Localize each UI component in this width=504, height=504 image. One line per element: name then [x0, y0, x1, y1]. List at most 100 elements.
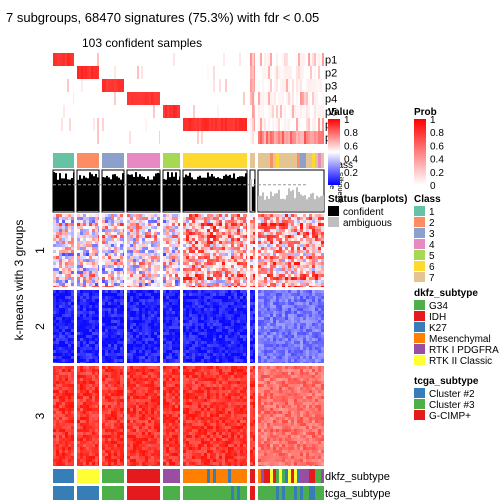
heat-cell — [102, 314, 105, 317]
heat-cell — [175, 214, 178, 217]
heat-cell — [261, 320, 264, 323]
heat-cell — [77, 259, 80, 262]
heat-cell — [130, 366, 133, 369]
heat-cell — [250, 302, 253, 305]
heat-cell — [198, 232, 201, 235]
heat-cell — [267, 332, 270, 335]
heat-cell — [65, 280, 68, 283]
heat-cell — [157, 329, 160, 332]
heat-cell — [321, 362, 324, 363]
heat-cell — [306, 296, 309, 299]
heat-cell — [127, 326, 130, 329]
heat-cell — [321, 338, 324, 341]
heat-cell — [178, 305, 180, 308]
heat-cell — [240, 286, 243, 287]
heat-cell — [291, 214, 294, 217]
heat-cell — [250, 229, 253, 232]
heat-cell — [216, 253, 219, 256]
heat-cell — [80, 290, 83, 293]
heat-cell — [136, 314, 139, 317]
heat-cell — [145, 308, 148, 311]
heat-cell — [253, 332, 255, 335]
heat-cell — [108, 332, 111, 335]
heat-cell — [108, 268, 111, 271]
heat-cell — [204, 350, 207, 353]
heat-cell — [294, 359, 297, 362]
heat-cell — [89, 217, 92, 220]
heat-cell — [117, 220, 120, 223]
heat-cell — [148, 341, 151, 344]
heat-cell — [250, 250, 253, 253]
heat-cell — [189, 302, 192, 305]
heat-cell — [276, 244, 279, 247]
prob-cell — [262, 131, 264, 144]
heat-cell — [183, 326, 186, 329]
class-cell — [303, 153, 306, 168]
heat-cell — [276, 308, 279, 311]
heat-cell — [175, 277, 178, 280]
prob-cell — [290, 92, 292, 105]
heat-cell — [136, 223, 139, 226]
heat-cell — [86, 302, 89, 305]
heat-cell — [219, 290, 222, 293]
heat-cell — [71, 299, 74, 302]
heat-cell — [250, 217, 253, 220]
heat-cell — [222, 344, 225, 347]
heat-cell — [151, 311, 154, 314]
heat-cell — [163, 226, 166, 229]
heat-cell — [261, 265, 264, 268]
heat-cell — [195, 283, 198, 286]
heat-cell — [142, 320, 145, 323]
heat-cell — [276, 265, 279, 268]
heat-cell — [142, 299, 145, 302]
heat-cell — [83, 299, 86, 302]
prob-cell — [145, 118, 147, 131]
prob-cell — [118, 79, 120, 92]
heat-cell — [267, 299, 270, 302]
heat-cell — [279, 293, 282, 296]
heat-cell — [318, 223, 321, 226]
heat-cell — [312, 265, 315, 268]
heat-cell — [80, 229, 83, 232]
heat-cell — [282, 366, 285, 369]
heat-cell — [228, 314, 231, 317]
heat-cell — [237, 329, 240, 332]
heat-cell — [237, 332, 240, 335]
heat-cell — [210, 299, 213, 302]
heat-cell — [117, 356, 120, 359]
heat-cell — [264, 332, 267, 335]
heat-cell — [71, 341, 74, 344]
heat-cell — [117, 253, 120, 256]
heat-cell — [294, 217, 297, 220]
heat-cell — [231, 296, 234, 299]
heat-cell — [169, 366, 172, 369]
heat-cell — [111, 359, 114, 362]
heat-cell — [321, 353, 324, 356]
heat-cell — [276, 366, 279, 369]
heat-cell — [261, 271, 264, 274]
heat-cell — [195, 262, 198, 265]
heat-cell — [213, 241, 216, 244]
heat-cell — [148, 226, 151, 229]
heat-cell — [114, 268, 117, 271]
heat-cell — [213, 366, 216, 369]
prob-cell — [87, 66, 89, 79]
heat-cell — [157, 223, 160, 226]
heat-cell — [80, 335, 83, 338]
heat-cell — [243, 247, 246, 250]
prob-cell — [294, 105, 296, 118]
silhouette-bar — [95, 173, 97, 211]
heat-cell — [189, 244, 192, 247]
heat-cell — [68, 262, 71, 265]
heat-cell — [318, 256, 321, 259]
prob-cell — [252, 105, 254, 118]
heat-cell — [148, 314, 151, 317]
heat-cell — [258, 299, 261, 302]
class-cell — [321, 153, 324, 168]
heat-cell — [166, 217, 169, 220]
heat-cell — [253, 314, 255, 317]
heat-cell — [237, 362, 240, 363]
heat-cell — [276, 253, 279, 256]
heat-cell — [216, 280, 219, 283]
silhouette-bar — [270, 191, 272, 211]
